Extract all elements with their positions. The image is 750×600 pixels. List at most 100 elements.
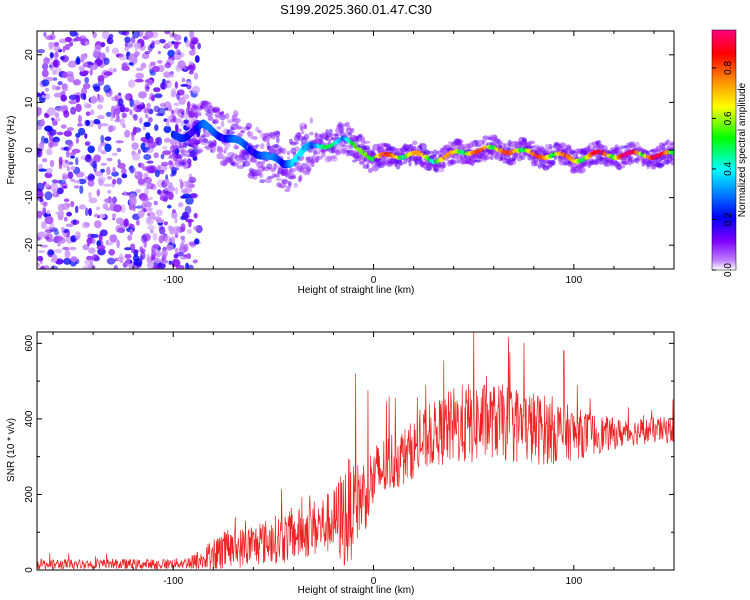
noise-blob bbox=[104, 136, 112, 142]
ridge-halo bbox=[294, 146, 300, 152]
noise-blob bbox=[140, 197, 150, 202]
noise-blob bbox=[174, 248, 179, 253]
noise-blob bbox=[112, 196, 117, 204]
noise-blob bbox=[67, 171, 74, 179]
noise-blob bbox=[108, 249, 116, 256]
noise-blob bbox=[192, 38, 198, 45]
noise-blob bbox=[116, 147, 122, 153]
noise-blob bbox=[106, 176, 113, 180]
ridge-halo bbox=[198, 112, 202, 117]
noise-blob bbox=[97, 248, 106, 256]
noise-blob bbox=[190, 193, 199, 199]
ridge-halo bbox=[174, 107, 180, 115]
noise-blob bbox=[146, 182, 155, 190]
noise-blob bbox=[70, 151, 76, 156]
ridge-halo bbox=[186, 154, 191, 158]
noise-blob bbox=[148, 196, 153, 200]
noise-blob bbox=[75, 137, 80, 144]
ridge-halo bbox=[558, 142, 567, 149]
noise-blob bbox=[50, 183, 59, 193]
noise-blob bbox=[158, 235, 164, 244]
colorbar: 0.0 0.2 0.4 0.6 0.8 Normalized spectral ampl… bbox=[711, 29, 748, 277]
noise-blob bbox=[120, 204, 126, 214]
noise-blob bbox=[65, 159, 69, 164]
y-tick-label: 600 bbox=[24, 335, 35, 352]
noise-blob bbox=[185, 196, 194, 205]
ridge-halo bbox=[172, 149, 177, 156]
ridge-halo bbox=[325, 129, 329, 135]
noise-blob bbox=[54, 51, 59, 58]
ridge-halo bbox=[284, 188, 291, 192]
noise-blob bbox=[58, 156, 63, 165]
ridge-halo bbox=[203, 131, 211, 138]
noise-blob bbox=[159, 82, 168, 90]
noise-blob bbox=[68, 161, 74, 166]
noise-blob bbox=[152, 265, 160, 269]
noise-blob bbox=[79, 35, 87, 40]
noise-blob bbox=[124, 46, 129, 52]
noise-blob bbox=[38, 191, 44, 198]
noise-blob bbox=[98, 52, 106, 59]
noise-blob bbox=[42, 207, 47, 216]
noise-blob bbox=[84, 133, 88, 139]
noise-blob bbox=[159, 102, 167, 108]
ridge-halo bbox=[176, 128, 182, 133]
noise-blob bbox=[167, 187, 176, 192]
noise-blob bbox=[185, 40, 191, 48]
noise-blob bbox=[183, 119, 189, 124]
noise-blob bbox=[178, 96, 186, 105]
noise-blob bbox=[116, 177, 122, 185]
noise-blob bbox=[129, 109, 133, 116]
noise-blob bbox=[173, 226, 181, 234]
noise-blob bbox=[143, 147, 150, 151]
y-tick-label: 0 bbox=[24, 147, 35, 153]
noise-blob bbox=[179, 180, 184, 190]
noise-blob bbox=[141, 52, 150, 60]
noise-blob bbox=[44, 125, 53, 132]
noise-blob bbox=[41, 221, 47, 230]
noise-blob bbox=[37, 49, 45, 54]
noise-blob bbox=[70, 155, 75, 159]
noise-blob bbox=[37, 125, 43, 130]
noise-blob bbox=[193, 72, 199, 80]
noise-blob bbox=[146, 253, 150, 260]
ridge-halo bbox=[191, 112, 196, 117]
noise-blob bbox=[65, 223, 74, 228]
noise-blob bbox=[42, 202, 48, 207]
noise-blob bbox=[54, 112, 60, 118]
noise-blob bbox=[178, 202, 184, 208]
noise-blob bbox=[84, 259, 92, 266]
ridge-halo bbox=[311, 155, 317, 160]
noise-blob bbox=[85, 111, 91, 116]
ridge-halo bbox=[275, 178, 283, 181]
noise-blob bbox=[153, 200, 158, 206]
y-tick-label: 0 bbox=[24, 567, 35, 573]
ridge-halo bbox=[330, 155, 338, 162]
noise-blob bbox=[83, 83, 91, 90]
ridge-halo bbox=[527, 141, 536, 145]
noise-blob bbox=[133, 265, 138, 269]
colorbar-tick-label: 0.4 bbox=[723, 162, 734, 176]
y-tick-label: -20 bbox=[24, 238, 35, 253]
noise-blob bbox=[44, 191, 53, 201]
noise-blob bbox=[137, 149, 141, 155]
noise-blob bbox=[97, 75, 105, 82]
noise-blob bbox=[75, 157, 79, 166]
noise-blob bbox=[60, 182, 68, 188]
noise-blob bbox=[164, 62, 172, 69]
noise-blob bbox=[111, 47, 120, 55]
noise-blob bbox=[104, 197, 114, 204]
noise-blob bbox=[155, 218, 165, 224]
noise-blob bbox=[180, 256, 188, 260]
noise-blob bbox=[136, 104, 146, 110]
ridge-halo bbox=[223, 150, 227, 154]
noise-blob bbox=[143, 121, 151, 127]
noise-blob bbox=[148, 142, 153, 148]
noise-blob bbox=[97, 115, 105, 120]
noise-blob bbox=[63, 130, 72, 137]
noise-blob bbox=[194, 110, 199, 119]
noise-blob bbox=[100, 134, 105, 144]
noise-blob bbox=[163, 80, 170, 84]
noise-blob bbox=[117, 159, 121, 165]
